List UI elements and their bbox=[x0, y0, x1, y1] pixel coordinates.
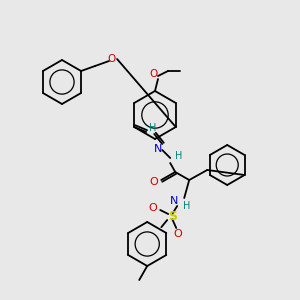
Text: O: O bbox=[150, 177, 159, 187]
Text: H: H bbox=[182, 201, 190, 211]
Text: O: O bbox=[149, 203, 158, 213]
Text: O: O bbox=[150, 69, 158, 79]
Text: H: H bbox=[148, 123, 156, 133]
Text: N: N bbox=[170, 196, 178, 206]
Text: S: S bbox=[168, 211, 177, 224]
Text: O: O bbox=[174, 229, 183, 239]
Text: H: H bbox=[175, 151, 182, 161]
Text: N: N bbox=[154, 144, 162, 154]
Text: O: O bbox=[107, 54, 115, 64]
